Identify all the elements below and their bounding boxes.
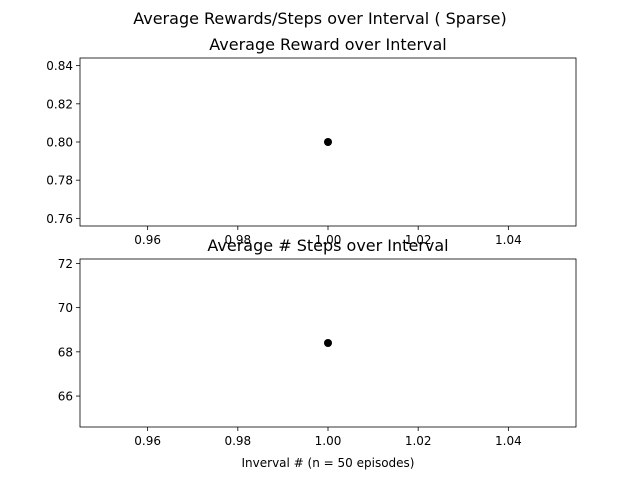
subplot-2: 0.96 0.98 1.00 1.02 1.04 66 68 70 72 Average # St… (58, 236, 577, 470)
x-tick-label: 0.98 (224, 233, 251, 247)
x-tick-label: 0.98 (224, 434, 251, 448)
subplot-title: Average # Steps over Interval (207, 236, 448, 255)
subplots: 0.96 0.98 1.00 1.02 1.04 0.76 0.78 0.80 0.82 0.84… (46, 35, 577, 470)
y-tick-label: 0.84 (46, 59, 73, 73)
x-tick-label: 0.96 (134, 434, 161, 448)
y-tick-label: 0.78 (46, 174, 73, 188)
x-tick-label: 1.00 (315, 434, 342, 448)
data-point (324, 138, 332, 146)
x-axis-label: Inverval # (n = 50 episodes) (242, 456, 415, 470)
y-tick-label: 72 (58, 257, 73, 271)
figure-suptitle: Average Rewards/Steps over Interval ( Sp… (133, 9, 507, 28)
x-tick-label: 0.96 (134, 233, 161, 247)
y-tick-label: 0.80 (46, 136, 73, 150)
x-tick-label: 1.04 (495, 434, 522, 448)
subplot-title: Average Reward over Interval (209, 35, 447, 54)
subplot-1: 0.96 0.98 1.00 1.02 1.04 0.76 0.78 0.80 0.82 0.84… (46, 35, 577, 247)
y-tick-label: 70 (58, 301, 73, 315)
data-point (324, 339, 332, 347)
y-tick-label: 0.82 (46, 97, 73, 111)
x-tick-label: 1.02 (405, 434, 432, 448)
x-tick-label: 1.00 (315, 233, 342, 247)
y-tick-label: 68 (58, 345, 73, 359)
y-tick-label: 0.76 (46, 212, 73, 226)
x-tick-label: 1.04 (495, 233, 522, 247)
x-tick-label: 1.02 (405, 233, 432, 247)
y-tick-label: 66 (58, 390, 73, 404)
